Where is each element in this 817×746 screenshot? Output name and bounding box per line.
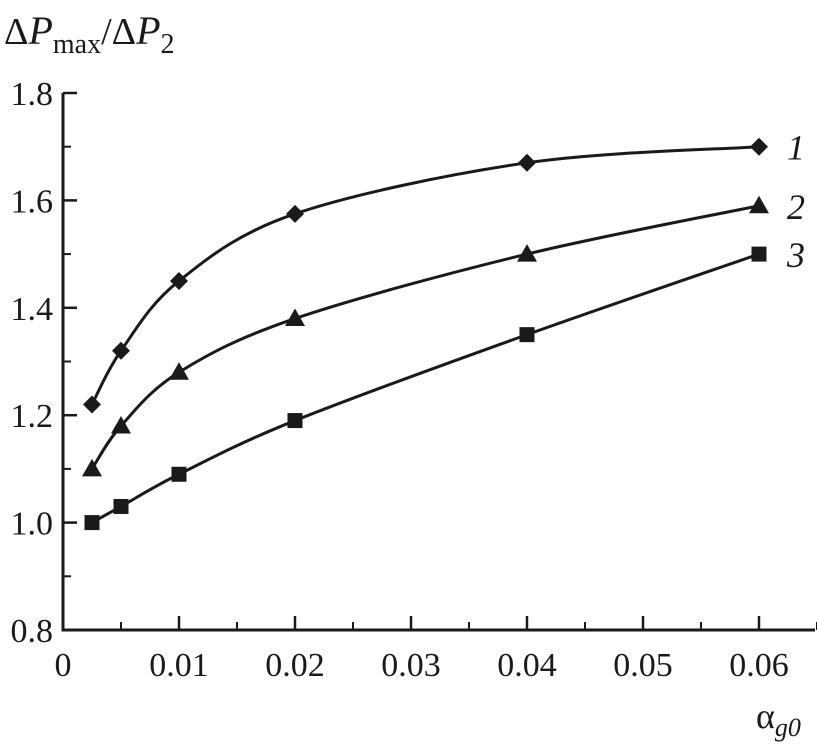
x-tick-label: 0.01 bbox=[149, 647, 209, 684]
y-axis-title-delta: Δ bbox=[4, 11, 28, 53]
x-tick-label: 0.03 bbox=[381, 647, 441, 684]
x-axis-title-alpha: α bbox=[756, 696, 775, 736]
x-tick-label: 0.02 bbox=[265, 647, 325, 684]
series-1-label: 1 bbox=[787, 128, 805, 168]
series-2-line bbox=[90, 204, 760, 470]
y-axis-title-p: P bbox=[27, 8, 52, 53]
y-axis-title-sub2: 2 bbox=[161, 29, 175, 60]
x-tick-label: 0.05 bbox=[613, 647, 673, 684]
series-markers bbox=[82, 137, 769, 531]
series-2-triangle-marker bbox=[111, 415, 131, 434]
x-axis-title: αg0 bbox=[756, 696, 801, 742]
series-1-diamond-marker bbox=[750, 137, 768, 156]
series-3-square-marker bbox=[84, 515, 100, 531]
y-axis-title-slash: / bbox=[101, 11, 112, 53]
x-tick-label: 0 bbox=[55, 647, 72, 684]
series-2-label: 2 bbox=[787, 187, 805, 227]
series-3-line bbox=[91, 252, 760, 524]
y-axis-title: ΔPmax/ΔP2 bbox=[4, 8, 175, 60]
y-axis-title-sub: max bbox=[53, 29, 101, 60]
y-axis-title-delta2: Δ bbox=[112, 11, 136, 53]
y-tick-label: 1.8 bbox=[11, 76, 54, 113]
series-labels: 1 2 3 bbox=[786, 128, 805, 275]
x-tick-label: 0.06 bbox=[729, 647, 789, 684]
series-2-triangle-marker bbox=[169, 362, 189, 380]
y-axis-title-p2: P bbox=[135, 8, 160, 53]
series-2-triangle-marker bbox=[285, 308, 305, 327]
series-3-square-marker bbox=[113, 498, 129, 514]
series-2-triangle-marker bbox=[82, 458, 102, 477]
x-tick-label: 0.04 bbox=[497, 647, 557, 684]
series-3-square-marker bbox=[751, 246, 767, 262]
series-2-triangle-marker bbox=[517, 244, 537, 262]
series-1-diamond-marker bbox=[518, 153, 536, 172]
series-3-label: 3 bbox=[786, 235, 805, 275]
series-3-square-marker bbox=[519, 327, 535, 343]
series-3-square-marker bbox=[171, 466, 187, 482]
axes: 0 0.01 0.02 0.03 0.04 0.05 0.06 0.8 1.0 1.2 1.4 1.6… bbox=[11, 76, 817, 684]
x-axis-title-sub: g0 bbox=[775, 713, 801, 742]
y-tick-label: 1.2 bbox=[11, 398, 54, 435]
series-1-diamond-marker bbox=[83, 395, 101, 414]
y-tick-label: 1.6 bbox=[11, 183, 54, 220]
y-tick-label: 0.8 bbox=[11, 613, 54, 650]
series-1-diamond-marker bbox=[170, 271, 188, 290]
y-tick-label: 1.0 bbox=[11, 506, 54, 543]
series-1-diamond-marker bbox=[112, 341, 130, 360]
y-tick-label: 1.4 bbox=[11, 291, 54, 328]
series-lines bbox=[90, 145, 760, 524]
series-2-triangle-marker bbox=[749, 195, 769, 214]
series-3-square-marker bbox=[287, 413, 303, 429]
series-1-diamond-marker bbox=[286, 204, 304, 223]
